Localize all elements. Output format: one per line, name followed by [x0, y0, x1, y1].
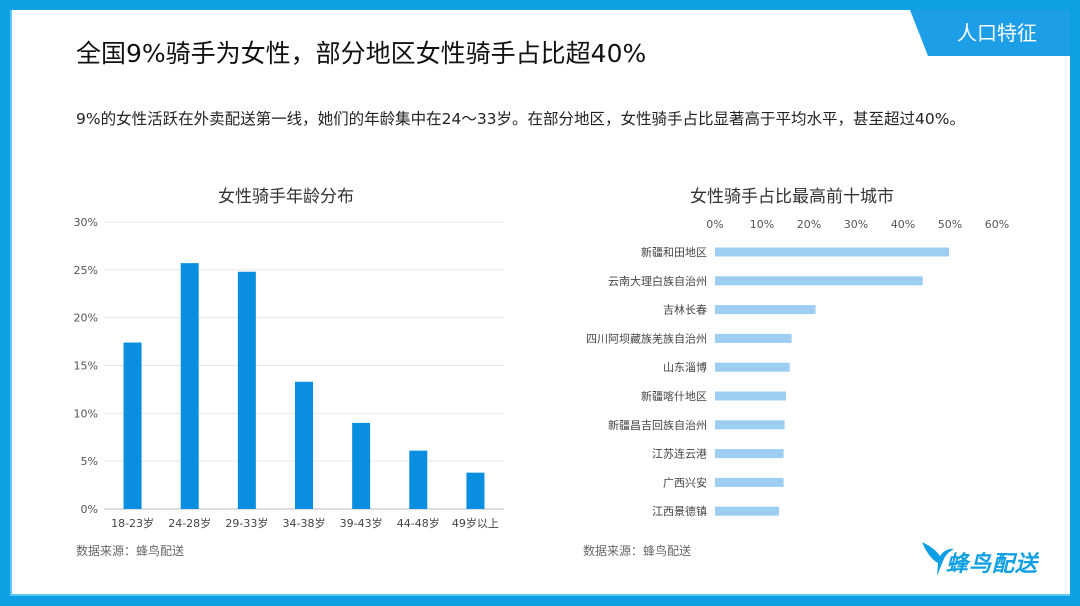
- x-tick-label: 39-43岁: [340, 516, 383, 530]
- page-subtitle: 9%的女性活跃在外卖配送第一线，她们的年龄集中在24～33岁。在部分地区，女性骑…: [76, 110, 965, 128]
- bar: [409, 450, 428, 509]
- x-tick-label: 49岁以上: [452, 516, 499, 530]
- bar: [123, 342, 142, 509]
- chart-title: 女性骑手年龄分布: [218, 187, 354, 207]
- y-tick-label: 0%: [81, 503, 98, 516]
- y-tick-label: 30%: [74, 216, 98, 229]
- bar: [180, 263, 199, 509]
- bar: [352, 422, 371, 509]
- x-tick-label: 50%: [938, 218, 962, 231]
- y-tick-label: 新疆喀什地区: [641, 389, 707, 403]
- bar: [295, 381, 313, 509]
- y-tick-label: 江西景德镇: [652, 504, 707, 518]
- y-tick-label: 四川阿坝藏族羌族自治州: [586, 331, 707, 345]
- y-tick-label: 江苏连云港: [652, 448, 707, 461]
- x-tick-label: 40%: [891, 218, 915, 231]
- y-tick-label: 新疆昌吉回族自治州: [608, 418, 707, 432]
- bar: [715, 362, 790, 372]
- bar: [715, 305, 816, 315]
- y-tick-label: 云南大理白族自治州: [608, 274, 707, 288]
- bar: [715, 276, 923, 286]
- bar: [466, 472, 485, 509]
- age-distribution-chart: 女性骑手年龄分布 0% 5% 10% 15% 20% 25% 30% 18-23岁 24-28…: [74, 187, 504, 558]
- x-tick-label: 30%: [844, 218, 868, 231]
- bar: [715, 449, 784, 459]
- x-tick-label: 24-28岁: [168, 516, 211, 530]
- bar: [715, 506, 779, 516]
- y-tick-label: 广西兴安: [663, 475, 707, 489]
- chart-source: 数据来源：蜂鸟配送: [583, 543, 691, 558]
- hummingbird-icon: [922, 542, 954, 576]
- y-tick-label: 10%: [74, 407, 98, 420]
- chart-title: 女性骑手占比最高前十城市: [690, 187, 894, 207]
- section-tab: 人口特征: [910, 10, 1070, 56]
- bar: [715, 391, 786, 401]
- y-tick-label: 山东淄博: [663, 361, 707, 374]
- y-tick-label: 20%: [74, 312, 98, 325]
- brand-logo: 蜂鸟配送: [946, 552, 1039, 577]
- x-tick-label: 34-38岁: [283, 516, 326, 530]
- x-tick-label: 10%: [750, 218, 774, 231]
- bar: [237, 271, 256, 509]
- bar: [715, 333, 792, 343]
- y-tick-label: 5%: [81, 455, 98, 468]
- x-tick-label: 44-48岁: [397, 516, 440, 530]
- y-tick-label: 新疆和田地区: [641, 245, 707, 259]
- bar: [715, 477, 784, 487]
- bar: [715, 420, 785, 430]
- x-tick-label: 29-33岁: [225, 516, 268, 530]
- y-tick-label: 15%: [74, 360, 98, 373]
- x-tick-label: 60%: [985, 218, 1009, 231]
- y-tick-label: 25%: [74, 264, 98, 277]
- bar: [715, 247, 950, 257]
- y-tick-label: 吉林长春: [663, 303, 707, 317]
- x-tick-label: 20%: [797, 218, 821, 231]
- chart-source: 数据来源：蜂鸟配送: [76, 543, 184, 558]
- x-tick-label: 18-23岁: [111, 516, 154, 530]
- top-cities-chart: 女性骑手占比最高前十城市 0% 10% 20% 30% 40% 50% 60% 新疆和田地区…: [583, 187, 1009, 558]
- x-tick-label: 0%: [706, 218, 723, 231]
- page-title: 全国9%骑手为女性，部分地区女性骑手占比超40%: [76, 39, 647, 68]
